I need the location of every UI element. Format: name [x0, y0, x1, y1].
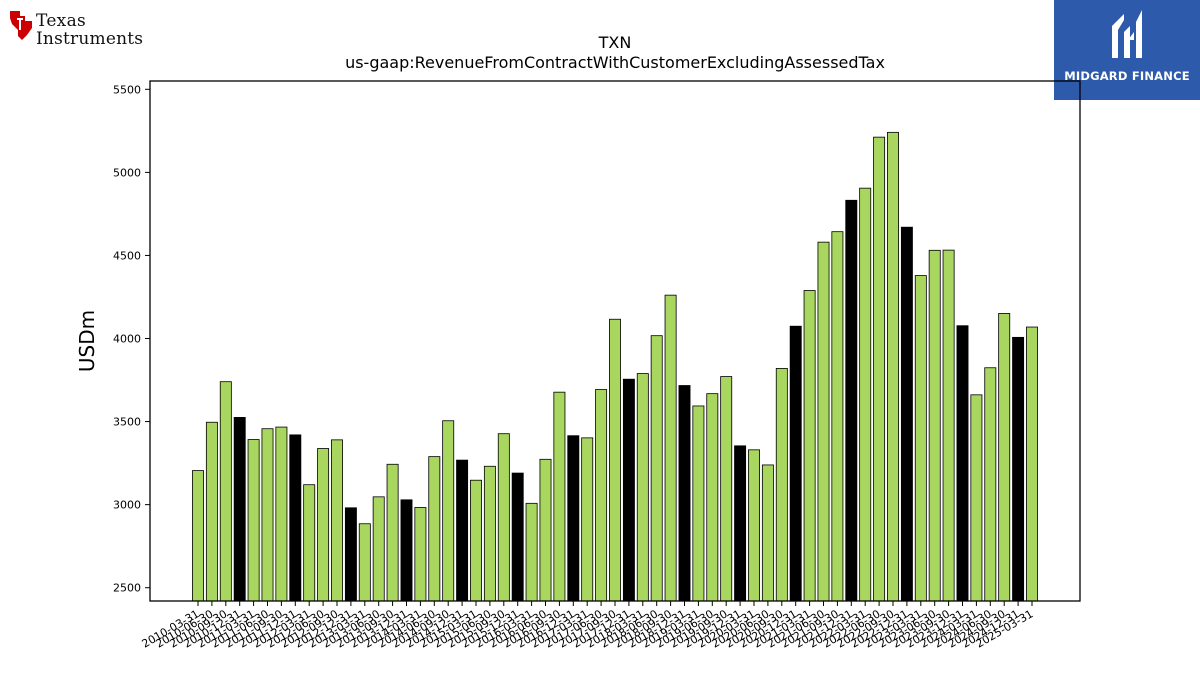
chart-title: TXN [598, 33, 632, 52]
bar-2010-06-30 [205, 421, 218, 602]
bar-2014-03-31 [414, 507, 427, 602]
y-tick-label: 2500 [113, 582, 141, 595]
bar-2010-09-30 [219, 381, 232, 602]
bar-2021-12-31 [845, 199, 858, 602]
midgard-finance-logo: MIDGARD FINANCE [1054, 0, 1200, 100]
bar-2022-09-30 [887, 131, 899, 602]
y-tick-label: 5000 [113, 166, 141, 179]
bar-2010-03-31 [192, 470, 204, 602]
bar-2019-12-31 [734, 445, 747, 602]
bar-2012-12-31 [344, 507, 357, 602]
bar-2011-09-30 [275, 426, 288, 602]
bar-2013-03-31 [358, 523, 371, 602]
bar-2020-03-31 [748, 449, 760, 602]
bar-2018-03-31 [636, 373, 649, 602]
bar-2012-09-30 [331, 439, 343, 602]
bar-2021-03-31 [803, 290, 816, 602]
y-tick-label: 3000 [113, 499, 141, 512]
bar-2018-09-30 [664, 294, 677, 602]
bar-2023-09-30 [942, 249, 955, 602]
bar-2025-03-31 [1026, 326, 1038, 602]
bar-2015-06-30 [483, 465, 496, 602]
bar-2021-06-30 [817, 241, 830, 602]
bar-2023-03-31 [914, 275, 927, 602]
bar-2023-12-31 [956, 325, 969, 602]
bar-2018-06-30 [650, 335, 663, 602]
bar-2015-09-30 [497, 433, 510, 602]
y-axis-label: USDm [75, 310, 99, 372]
bar-2011-06-30 [261, 428, 274, 602]
bar-2024-03-31 [970, 394, 983, 602]
logo-line-1: Texas [36, 11, 87, 31]
bar-2019-06-30 [706, 393, 719, 602]
bar-series [192, 131, 1038, 602]
midgard-finance-wordmark: MIDGARD FINANCE [1064, 69, 1190, 83]
texas-instruments-logo: Texas Instruments [6, 6, 146, 54]
bar-2013-06-30 [372, 496, 385, 602]
bar-2013-09-30 [386, 463, 399, 602]
bar-2014-12-31 [456, 459, 469, 602]
bar-2015-03-31 [470, 479, 482, 602]
bar-2017-12-31 [622, 378, 635, 602]
bar-2021-09-30 [831, 231, 844, 602]
bar-2014-09-30 [442, 420, 455, 602]
midgard-emblem-icon [1112, 10, 1142, 58]
bar-2016-03-31 [525, 502, 538, 602]
bar-2010-12-31 [233, 417, 246, 602]
bar-2012-03-31 [303, 484, 316, 602]
bar-2020-09-30 [775, 368, 788, 602]
logo-line-2: Instruments [36, 29, 144, 49]
bar-2023-06-30 [928, 249, 941, 602]
bar-2015-12-31 [511, 472, 524, 602]
bar-2024-09-30 [998, 313, 1011, 602]
bar-2016-09-30 [553, 391, 566, 602]
bar-2020-06-30 [761, 464, 774, 602]
bar-2022-03-31 [859, 187, 872, 602]
texas-instruments-emblem-icon [10, 11, 32, 40]
bar-2012-06-30 [317, 448, 330, 602]
bar-2017-03-31 [581, 437, 594, 602]
bar-2011-03-31 [247, 439, 260, 602]
bar-2011-12-31 [289, 434, 302, 602]
chart-subtitle: us-gaap:RevenueFromContractWithCustomerE… [345, 53, 885, 72]
bar-2022-06-30 [873, 136, 886, 602]
bar-2019-09-30 [720, 376, 733, 602]
bar-2024-12-31 [1012, 336, 1025, 602]
plot-frame [149, 80, 1081, 602]
bar-2013-12-31 [400, 499, 413, 602]
bar-2024-06-30 [984, 367, 997, 602]
bar-2020-12-31 [789, 325, 802, 602]
bar-2017-09-30 [609, 318, 621, 602]
bar-2016-06-30 [539, 458, 552, 602]
y-tick-label: 3500 [113, 416, 141, 429]
y-tick-label: 4500 [113, 249, 141, 262]
y-axis-ticks: 2500 3000 3500 4000 4500 5000 5500 [113, 83, 150, 595]
bar-2019-03-31 [692, 405, 705, 602]
bar-2018-12-31 [678, 385, 691, 602]
y-tick-label: 4000 [113, 333, 141, 346]
bar-2014-06-30 [428, 456, 441, 602]
bar-2022-12-31 [900, 226, 913, 602]
bar-2017-06-30 [595, 389, 608, 602]
bar-2016-12-31 [567, 435, 580, 602]
x-axis-ticks: 2010-03-312010-06-302010-09-302010-12-31… [140, 601, 1036, 651]
y-tick-label: 5500 [113, 83, 141, 96]
